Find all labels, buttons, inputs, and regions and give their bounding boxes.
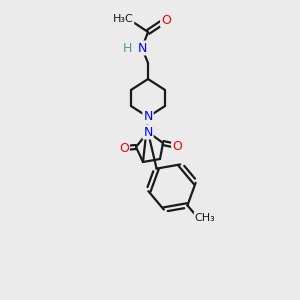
Text: O: O bbox=[161, 14, 171, 26]
Text: O: O bbox=[172, 140, 182, 152]
Text: H₃C: H₃C bbox=[112, 14, 134, 24]
Text: CH₃: CH₃ bbox=[195, 213, 215, 223]
Text: N: N bbox=[143, 125, 153, 139]
Text: N: N bbox=[137, 41, 147, 55]
Text: H: H bbox=[122, 41, 132, 55]
Text: N: N bbox=[143, 110, 153, 124]
Text: O: O bbox=[119, 142, 129, 154]
